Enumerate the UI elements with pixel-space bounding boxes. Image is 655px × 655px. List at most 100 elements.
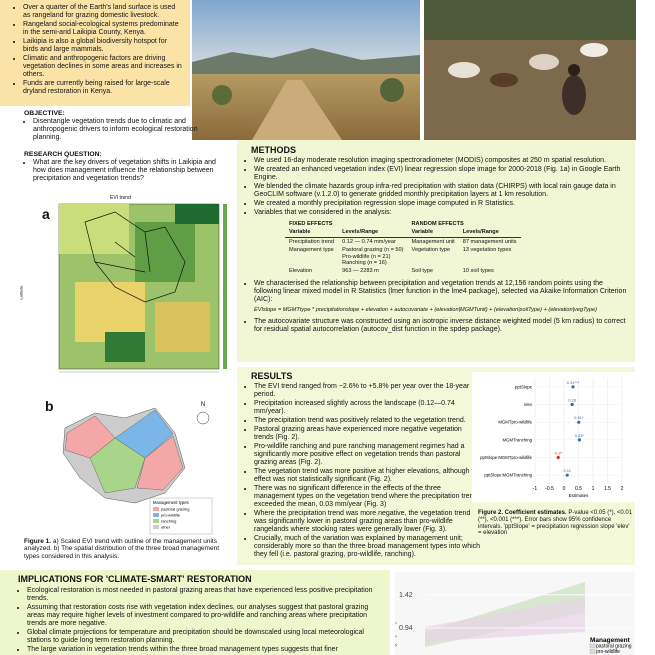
table-cell: Management type: [289, 247, 334, 254]
caption: a) Scaled EVI trend with outline of the …: [24, 538, 219, 560]
bullet: Funds are currently being raised for lar…: [23, 80, 184, 96]
bullet: Pro-wildlife ranching and pure ranching …: [254, 443, 482, 467]
value-label: 0.28: [568, 398, 577, 403]
coefficient-plot: -1 -0.5 0 0.5 1 1.5 2 Estimates pptSlope 0.31*** e…: [472, 372, 635, 502]
bullet: Laikipia is also a global biodiversity h…: [23, 38, 184, 54]
formula: EVIslope = MGMTtype * precipitationslope…: [254, 306, 597, 313]
estimate-point: [565, 473, 569, 477]
methods-list: We characterised the relationship betwee…: [245, 280, 627, 304]
bullet: There was no significant difference in t…: [254, 485, 482, 509]
management-map: N Management types pastoral grazingpro-w…: [62, 402, 213, 535]
column-header: Levels/Range: [458, 228, 521, 238]
bullet: Ecological restoration is most needed in…: [27, 587, 382, 603]
landscape-photo: [192, 0, 420, 140]
bullet: Climatic and anthropogenic factors are d…: [23, 55, 184, 79]
intro-box: Over a quarter of the Earth's land surfa…: [0, 0, 190, 106]
table-cell: Precipitation trend: [289, 238, 335, 245]
cell-line: Pro-wildlife (n = 21): [342, 253, 391, 260]
table-row: Management type Pastoral grazing (n = 50)…: [285, 246, 521, 267]
bullet: Disentangle vegetation trends due to cli…: [33, 118, 224, 142]
legend-label: ranching: [161, 519, 176, 524]
table-row: Elevation 963 — 2283 m Soil type 10 soil ty…: [285, 267, 521, 275]
value-label: 0.51*: [574, 415, 584, 420]
cell-line: Pastoral grazing (n = 50): [342, 247, 404, 254]
legend-label: pastoral grazing: [596, 644, 632, 650]
methods-box: METHODS We used 16-day moderate resoluti…: [237, 140, 635, 362]
value-label: 0.11: [563, 468, 571, 473]
heading: OBJECTIVE:: [24, 110, 65, 117]
y-tick-label: 1.42: [399, 592, 413, 599]
caption-label: Figure 1.: [24, 538, 52, 545]
x-tick-label: 1.5: [604, 486, 611, 492]
x-tick-label: -0.5: [545, 486, 554, 492]
column-header: Variable: [407, 228, 459, 238]
bullet: The EVI trend ranged from −2.6% to +5.8%…: [254, 383, 482, 399]
table-cell: Soil type: [411, 268, 433, 275]
bullet: We used 16-day moderate resolution imagi…: [254, 157, 627, 165]
legend-swatch: [589, 649, 596, 654]
bullet: Where the precipitation trend was more n…: [254, 510, 482, 534]
table-cell: Vegetation type: [411, 247, 451, 254]
table-cell: 13 vegetation types: [462, 247, 512, 254]
bullet: The large variation in vegetation trends…: [27, 646, 382, 654]
table-cell: Management unit: [411, 238, 455, 245]
heading: RESEARCH QUESTION:: [24, 151, 102, 158]
figure2-caption: Figure 2. Coefficient estimates. P-value…: [478, 510, 633, 537]
value-label: 0.53*: [575, 433, 585, 438]
methods-list: We used 16-day moderate resolution imagi…: [245, 157, 627, 217]
rq-list: What are the key drivers of vegetation s…: [24, 159, 229, 183]
heading: IMPLICATIONS FOR 'CLIMATE-SMART' RESTORA…: [18, 574, 252, 584]
map-title: EVI trend: [110, 195, 131, 201]
north-label: N: [201, 402, 205, 408]
legend-swatch: [153, 519, 159, 523]
legend-label: pro-wildlife: [161, 513, 181, 518]
y-tick-label: pptSlope:MGMTpro-wildlife: [480, 455, 532, 460]
legend-swatch: [153, 525, 159, 529]
value-label: 0.31***: [567, 380, 580, 385]
livestock-photo: [424, 0, 636, 140]
objective: OBJECTIVE: Disentangle vegetation trends…: [24, 110, 224, 143]
table-row: Precipitation trend 0.12 — 0.74 mm/year Ma…: [285, 237, 521, 246]
estimate-point: [571, 385, 575, 389]
results-list: The EVI trend ranged from −2.6% to +5.8%…: [245, 383, 482, 559]
table-cell: 87 management units: [462, 238, 517, 245]
legend-label: other: [161, 525, 171, 530]
estimate-point: [577, 438, 581, 442]
group-header: RANDOM EFFECTS: [411, 221, 464, 227]
bullet: Over a quarter of the Earth's land surfa…: [23, 4, 184, 20]
variables-table: FIXED EFFECTS RANDOM EFFECTS Variable Level…: [285, 220, 521, 276]
bullet: We created an enhanced vegetation index …: [254, 166, 627, 182]
implications-box: IMPLICATIONS FOR 'CLIMATE-SMART' RESTORA…: [0, 570, 390, 655]
intro-list: Over a quarter of the Earth's land surfa…: [14, 4, 184, 96]
figure1-caption: Figure 1. a) Scaled EVI trend with outli…: [24, 538, 234, 560]
legend-label: pastoral grazing: [161, 507, 189, 512]
x-tick-label: 1: [592, 486, 595, 492]
table-cell: Elevation: [289, 268, 313, 275]
y-tick-label: elev: [524, 402, 533, 407]
y-tick-label: MGMTranching: [503, 437, 533, 442]
bullet: Variables that we considered in the anal…: [254, 209, 627, 217]
y-tick-label: MGMTpro-wildlife: [498, 420, 532, 425]
cell-line: Ranching (n = 16): [342, 260, 387, 267]
table-cell: Pastoral grazing (n = 50) Pro-wildlife (n…: [338, 246, 407, 267]
value-label: -0.2*: [554, 451, 563, 456]
legend: pastoral grazingpro-wildliferanchingothe…: [153, 507, 189, 530]
research-question: RESEARCH QUESTION: What are the key driv…: [24, 151, 229, 184]
table-row: FIXED EFFECTS RANDOM EFFECTS: [285, 220, 521, 228]
estimate-point: [556, 455, 560, 460]
y-axis-label: ange/year): [395, 622, 397, 655]
y-tick-label: pptSlope: [515, 384, 533, 389]
caption-label: Figure 2. Coefficient estimates.: [478, 510, 567, 516]
axis-label: Latitude: [18, 285, 24, 300]
x-tick-label: 0.5: [575, 486, 582, 492]
table-row: Variable Levels/Range Variable Levels/Range: [285, 228, 521, 238]
legend-swatch: [153, 507, 159, 511]
bullet: Pastoral grazing areas have experienced …: [254, 426, 482, 442]
column-header: Levels/Range: [338, 228, 408, 238]
bullet: We characterised the relationship betwee…: [254, 280, 627, 304]
heading: METHODS: [251, 145, 296, 155]
panel-label: b: [45, 398, 54, 414]
bullet: Assuming that restoration costs rise wit…: [27, 604, 382, 628]
